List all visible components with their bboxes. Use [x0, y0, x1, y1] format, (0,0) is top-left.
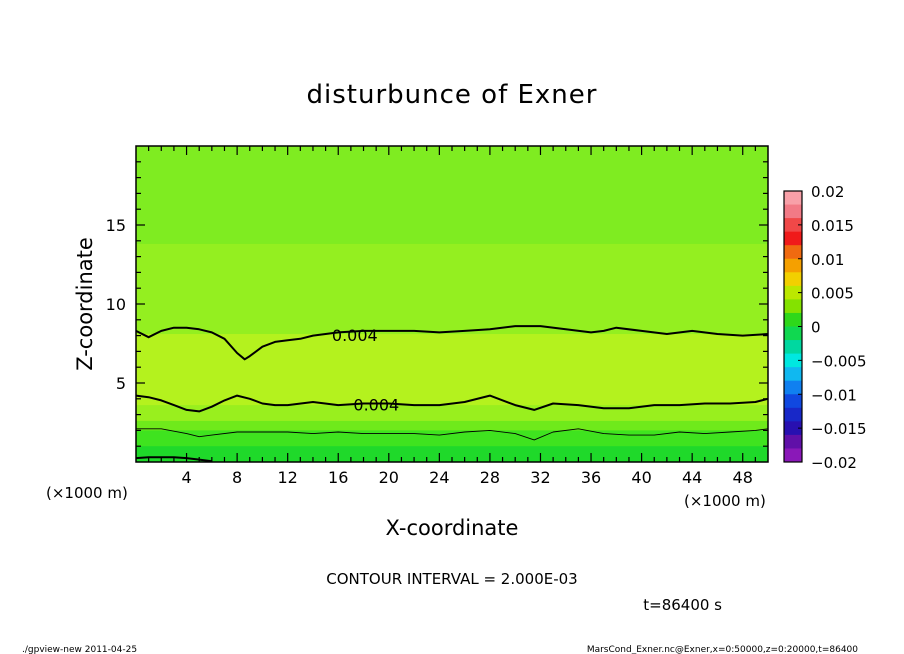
contour-label-1: 0.004 — [353, 396, 399, 415]
colorbar-swatch-12 — [784, 353, 802, 368]
x-axis-label: X-coordinate — [386, 516, 519, 540]
chart-title: disturbunce of Exner — [307, 80, 598, 110]
x-tick-label-40: 40 — [631, 468, 651, 487]
colorbar-label-2: 0.01 — [811, 251, 844, 269]
colorbar-swatch-6 — [784, 272, 802, 287]
x-tick-label-28: 28 — [480, 468, 500, 487]
colorbar-label-1: 0.015 — [811, 217, 854, 235]
x-tick-label-16: 16 — [328, 468, 348, 487]
x-axis: 4 8 12 16 20 24 28 32 36 40 44 48 — [148, 146, 756, 487]
contour-line-1 — [135, 394, 769, 413]
fill-band-6 — [136, 446, 768, 462]
colorbar-swatch-16 — [784, 407, 802, 422]
colorbar: 0.02 0.015 0.01 0.005 0 −0.005 −0.01 −0.015 −0.0… — [783, 183, 867, 472]
x-tick-label-8: 8 — [232, 468, 242, 487]
colorbar-swatch-13 — [784, 367, 802, 382]
colorbar-swatch-9 — [784, 312, 802, 327]
y-axis: 5 10 15 — [106, 161, 768, 447]
colorbar-swatch-11 — [784, 340, 802, 355]
y-tick-label-15: 15 — [106, 216, 126, 235]
colorbar-swatch-14 — [784, 380, 802, 395]
contour-label-0: 0.004 — [332, 326, 378, 345]
y-axis-label: Z-coordinate — [73, 237, 97, 371]
x-unit-left: (×1000 m) — [46, 484, 128, 502]
colorbar-swatch-0 — [784, 191, 802, 206]
contour-fills — [136, 146, 768, 462]
colorbar-swatch-4 — [784, 245, 802, 260]
x-unit-right: (×1000 m) — [684, 492, 766, 510]
colorbar-swatch-1 — [784, 204, 802, 219]
colorbar-swatch-3 — [784, 231, 802, 246]
x-tick-label-24: 24 — [429, 468, 449, 487]
colorbar-swatch-15 — [784, 394, 802, 409]
colorbar-label-8: −0.02 — [811, 454, 857, 472]
x-tick-label-32: 32 — [530, 468, 550, 487]
colorbar-label-4: 0 — [811, 319, 821, 337]
contour-line-0 — [135, 325, 769, 361]
colorbar-label-3: 0.005 — [811, 285, 854, 303]
colorbar-swatch-19 — [784, 448, 802, 463]
colorbar-swatch-2 — [784, 218, 802, 233]
x-tick-label-12: 12 — [278, 468, 298, 487]
x-tick-label-20: 20 — [379, 468, 399, 487]
footer-right: MarsCond_Exner.nc@Exner,x=0:50000,z=0:20… — [587, 645, 858, 654]
x-tick-label-4: 4 — [181, 468, 191, 487]
x-tick-label-36: 36 — [581, 468, 601, 487]
time-text: t=86400 s — [643, 596, 722, 614]
colorbar-label-6: −0.01 — [811, 386, 857, 404]
y-tick-label-10: 10 — [106, 295, 126, 314]
colorbar-swatch-18 — [784, 434, 802, 449]
colorbar-swatch-17 — [784, 421, 802, 436]
colorbar-swatch-10 — [784, 326, 802, 341]
colorbar-label-7: −0.015 — [811, 420, 867, 438]
x-tick-label-44: 44 — [682, 468, 702, 487]
contour-labels: 0.004 0.004 — [332, 326, 399, 415]
footer-left: ./gpview-new 2011-04-25 — [22, 645, 137, 654]
colorbar-swatch-5 — [784, 258, 802, 273]
colorbar-swatch-7 — [784, 285, 802, 300]
x-tick-label-48: 48 — [733, 468, 753, 487]
colorbar-label-0: 0.02 — [811, 183, 844, 201]
colorbar-swatch-8 — [784, 299, 802, 314]
contour-interval-text: CONTOUR INTERVAL = 2.000E-03 — [326, 570, 577, 588]
contour-line-2 — [136, 428, 769, 441]
colorbar-label-5: −0.005 — [811, 352, 867, 370]
y-tick-label-5: 5 — [116, 374, 126, 393]
